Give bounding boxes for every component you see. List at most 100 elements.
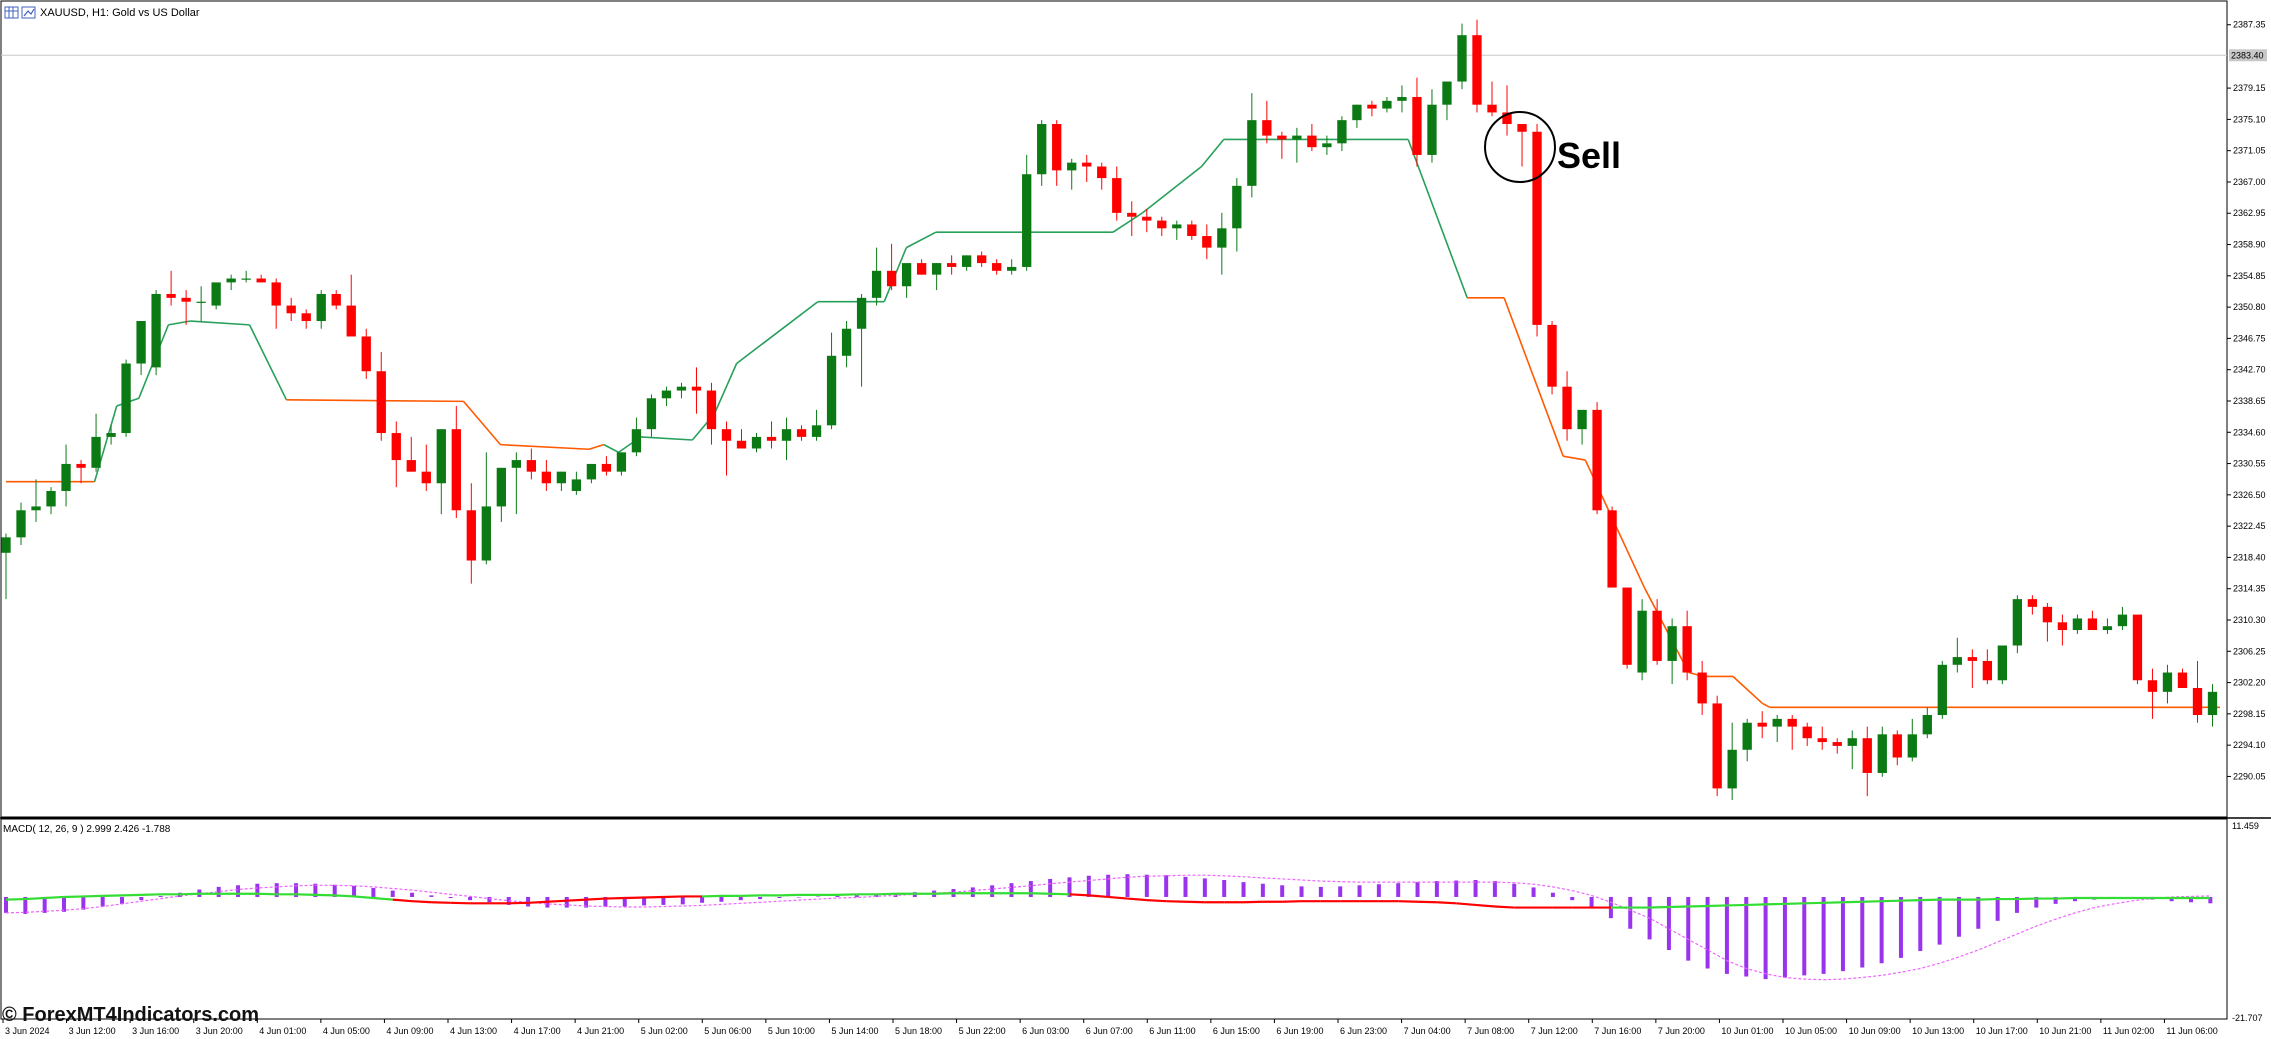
candle-body [646,398,657,430]
candle [211,282,221,310]
candle-body [2102,626,2113,631]
candle [1787,715,1797,750]
candle-body [2207,691,2218,716]
candle [181,290,191,325]
candle-body [856,297,867,329]
supertrend-segment [640,436,693,441]
macd-main-segment [1862,900,1882,903]
candle-body [1052,124,1062,171]
macd-main-segment [1166,900,1186,903]
supertrend-segment [462,400,502,446]
candle-body [2117,614,2128,627]
candle [1292,127,1302,163]
chart-toggle-icon[interactable] [21,6,36,19]
time-tick-label: 3 Jun 2024 [5,1026,50,1036]
price-axis: 2387.35 2379.15 2375.10 2371.05 2367.00 2362.… [2227,20,2266,781]
candle [1322,135,1332,155]
candle-body [481,506,491,561]
candle-body [1712,703,1722,789]
candle [1082,154,1092,182]
candle [1232,178,1242,252]
candle [1262,100,1272,144]
candle [1577,409,1587,445]
candle-body [736,440,747,449]
candle [1697,660,1707,716]
candle-body [211,282,221,306]
candle [1187,220,1197,240]
macd-main-segment [740,894,761,898]
candle-body [1802,726,1812,739]
candle [1772,715,1782,743]
candle-body [601,463,612,472]
time-tick-label: 10 Jun 09:00 [1849,1026,1901,1036]
macd-main-segment [353,895,374,900]
candle [2057,614,2068,646]
candle-body [691,386,702,391]
supertrend-segment [1762,702,1771,709]
candle-body [1307,135,1317,148]
candle [1997,645,2008,685]
candle [151,290,161,376]
candle-body [1682,626,1692,673]
macd-main-segment [392,898,413,903]
candle-body [1007,266,1017,271]
candle-body [466,510,476,561]
candle-body [2042,606,2053,623]
candle-body [1247,120,1257,186]
candle-body [1487,104,1497,113]
candle-body [1862,738,1872,773]
macd-main-segment [334,894,355,898]
candle [661,386,672,406]
candle [271,278,281,329]
candle [901,263,912,298]
candle [1667,618,1677,685]
candle [91,413,101,472]
macd-main-segment [2055,896,2076,900]
time-tick-label: 5 Jun 18:00 [895,1026,942,1036]
supertrend-segment [736,301,819,365]
candle-body [1292,135,1302,140]
candle [226,274,236,291]
candle-body [1757,722,1767,727]
time-tick-label: 6 Jun 19:00 [1276,1026,1323,1036]
sell-signal-circle [1484,111,1556,183]
candle [2117,606,2128,631]
candle [1127,201,1137,237]
macd-axis-bottom: -21.707 [2232,1013,2263,1023]
candle-body [226,278,236,283]
candle [2207,684,2218,727]
candle-body [1187,224,1197,237]
candle [1607,506,1617,588]
supertrend-segment [1407,139,1468,299]
candle-body [121,363,131,434]
candle-body [946,263,957,267]
candle-body [526,460,537,472]
candle-body [106,433,116,437]
price-tick-label: 2362.95 [2233,208,2266,218]
candle [2087,610,2098,631]
time-tick-label: 5 Jun 14:00 [831,1026,878,1036]
time-tick-label: 5 Jun 06:00 [704,1026,751,1036]
macd-main-segment [1282,900,1302,903]
candle-body [1892,734,1902,758]
price-tick-label: 2346.75 [2233,333,2266,343]
candle [586,463,597,484]
candle [1217,212,1227,275]
candle [886,243,897,291]
candle-body [16,510,26,538]
candle-body [1817,738,1827,743]
candle-body [1022,174,1032,267]
time-tick-label: 5 Jun 10:00 [768,1026,815,1036]
macd-main-segment [1146,899,1167,903]
candle-body [1097,166,1107,179]
current-price-value: 2383.40 [2231,50,2264,60]
candle [1922,707,1932,739]
candle [526,448,537,480]
candle-body [2072,618,2083,631]
window-menu-icon[interactable] [4,6,19,19]
candle [571,471,582,495]
candle-body [2162,672,2173,692]
candle [691,367,702,414]
macd-main-segment [547,899,567,903]
